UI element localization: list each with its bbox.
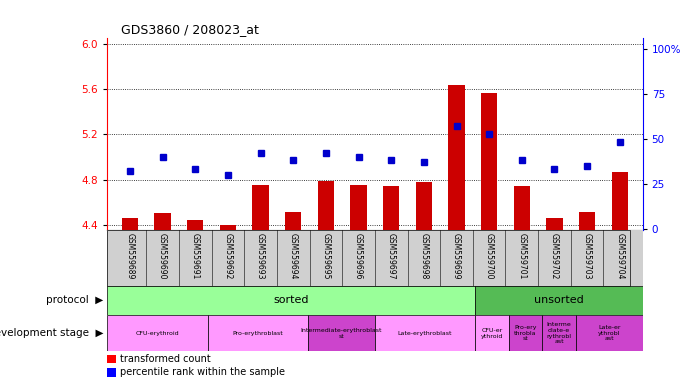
Text: GSM559704: GSM559704	[615, 233, 624, 280]
Text: Intermediate-erythroblast
st: Intermediate-erythroblast st	[301, 328, 382, 339]
Bar	[318, 181, 334, 230]
Text: GSM559695: GSM559695	[321, 233, 330, 280]
Text: GSM559696: GSM559696	[354, 233, 363, 280]
Text: protocol  ▶: protocol ▶	[46, 295, 104, 306]
Text: Pro-erythroblast: Pro-erythroblast	[232, 331, 283, 336]
Text: Interme
diate-e
rythrobl
ast: Interme diate-e rythrobl ast	[547, 322, 571, 344]
Bar	[448, 85, 464, 230]
Bar	[576, 315, 643, 351]
Bar	[285, 212, 301, 230]
Bar	[612, 172, 628, 230]
Bar	[220, 225, 236, 230]
Text: sorted: sorted	[274, 295, 309, 306]
Bar	[350, 185, 367, 230]
Bar	[475, 286, 643, 315]
Bar	[207, 315, 308, 351]
Bar	[579, 212, 595, 230]
Text: GSM559690: GSM559690	[158, 233, 167, 280]
Bar	[542, 315, 576, 351]
Text: GSM559700: GSM559700	[484, 233, 493, 280]
Bar	[509, 315, 542, 351]
Bar	[252, 185, 269, 230]
Text: percentile rank within the sample: percentile rank within the sample	[120, 367, 285, 377]
Text: GSM559691: GSM559691	[191, 233, 200, 280]
Bar	[375, 315, 475, 351]
Bar	[122, 218, 138, 230]
Text: Late-er
ythrobl
ast: Late-er ythrobl ast	[598, 325, 621, 341]
Text: Pro-ery
throbla
st: Pro-ery throbla st	[514, 325, 537, 341]
Text: GSM559694: GSM559694	[289, 233, 298, 280]
Text: Late-erythroblast: Late-erythroblast	[398, 331, 453, 336]
Bar	[107, 368, 115, 377]
Bar	[416, 182, 432, 230]
Bar	[155, 214, 171, 230]
Text: GSM559703: GSM559703	[583, 233, 591, 280]
Bar	[481, 93, 498, 230]
Bar	[107, 355, 115, 363]
Text: CFU-erythroid: CFU-erythroid	[135, 331, 179, 336]
Bar	[107, 315, 207, 351]
Text: GSM559698: GSM559698	[419, 233, 428, 280]
Text: CFU-er
ythroid: CFU-er ythroid	[481, 328, 503, 339]
Bar	[547, 218, 562, 230]
Bar	[513, 186, 530, 230]
Text: GSM559702: GSM559702	[550, 233, 559, 280]
Text: GSM559697: GSM559697	[387, 233, 396, 280]
Bar	[475, 315, 509, 351]
Bar	[308, 315, 375, 351]
Text: development stage  ▶: development stage ▶	[0, 328, 104, 338]
Text: unsorted: unsorted	[534, 295, 584, 306]
Bar	[107, 286, 475, 315]
Text: GSM559693: GSM559693	[256, 233, 265, 280]
Text: GSM559699: GSM559699	[452, 233, 461, 280]
Bar	[383, 186, 399, 230]
Text: GSM559689: GSM559689	[126, 233, 135, 280]
Text: GDS3860 / 208023_at: GDS3860 / 208023_at	[121, 23, 259, 36]
Text: GSM559692: GSM559692	[223, 233, 232, 280]
Text: GSM559701: GSM559701	[518, 233, 527, 280]
Text: transformed count: transformed count	[120, 354, 211, 364]
Bar	[187, 220, 203, 230]
